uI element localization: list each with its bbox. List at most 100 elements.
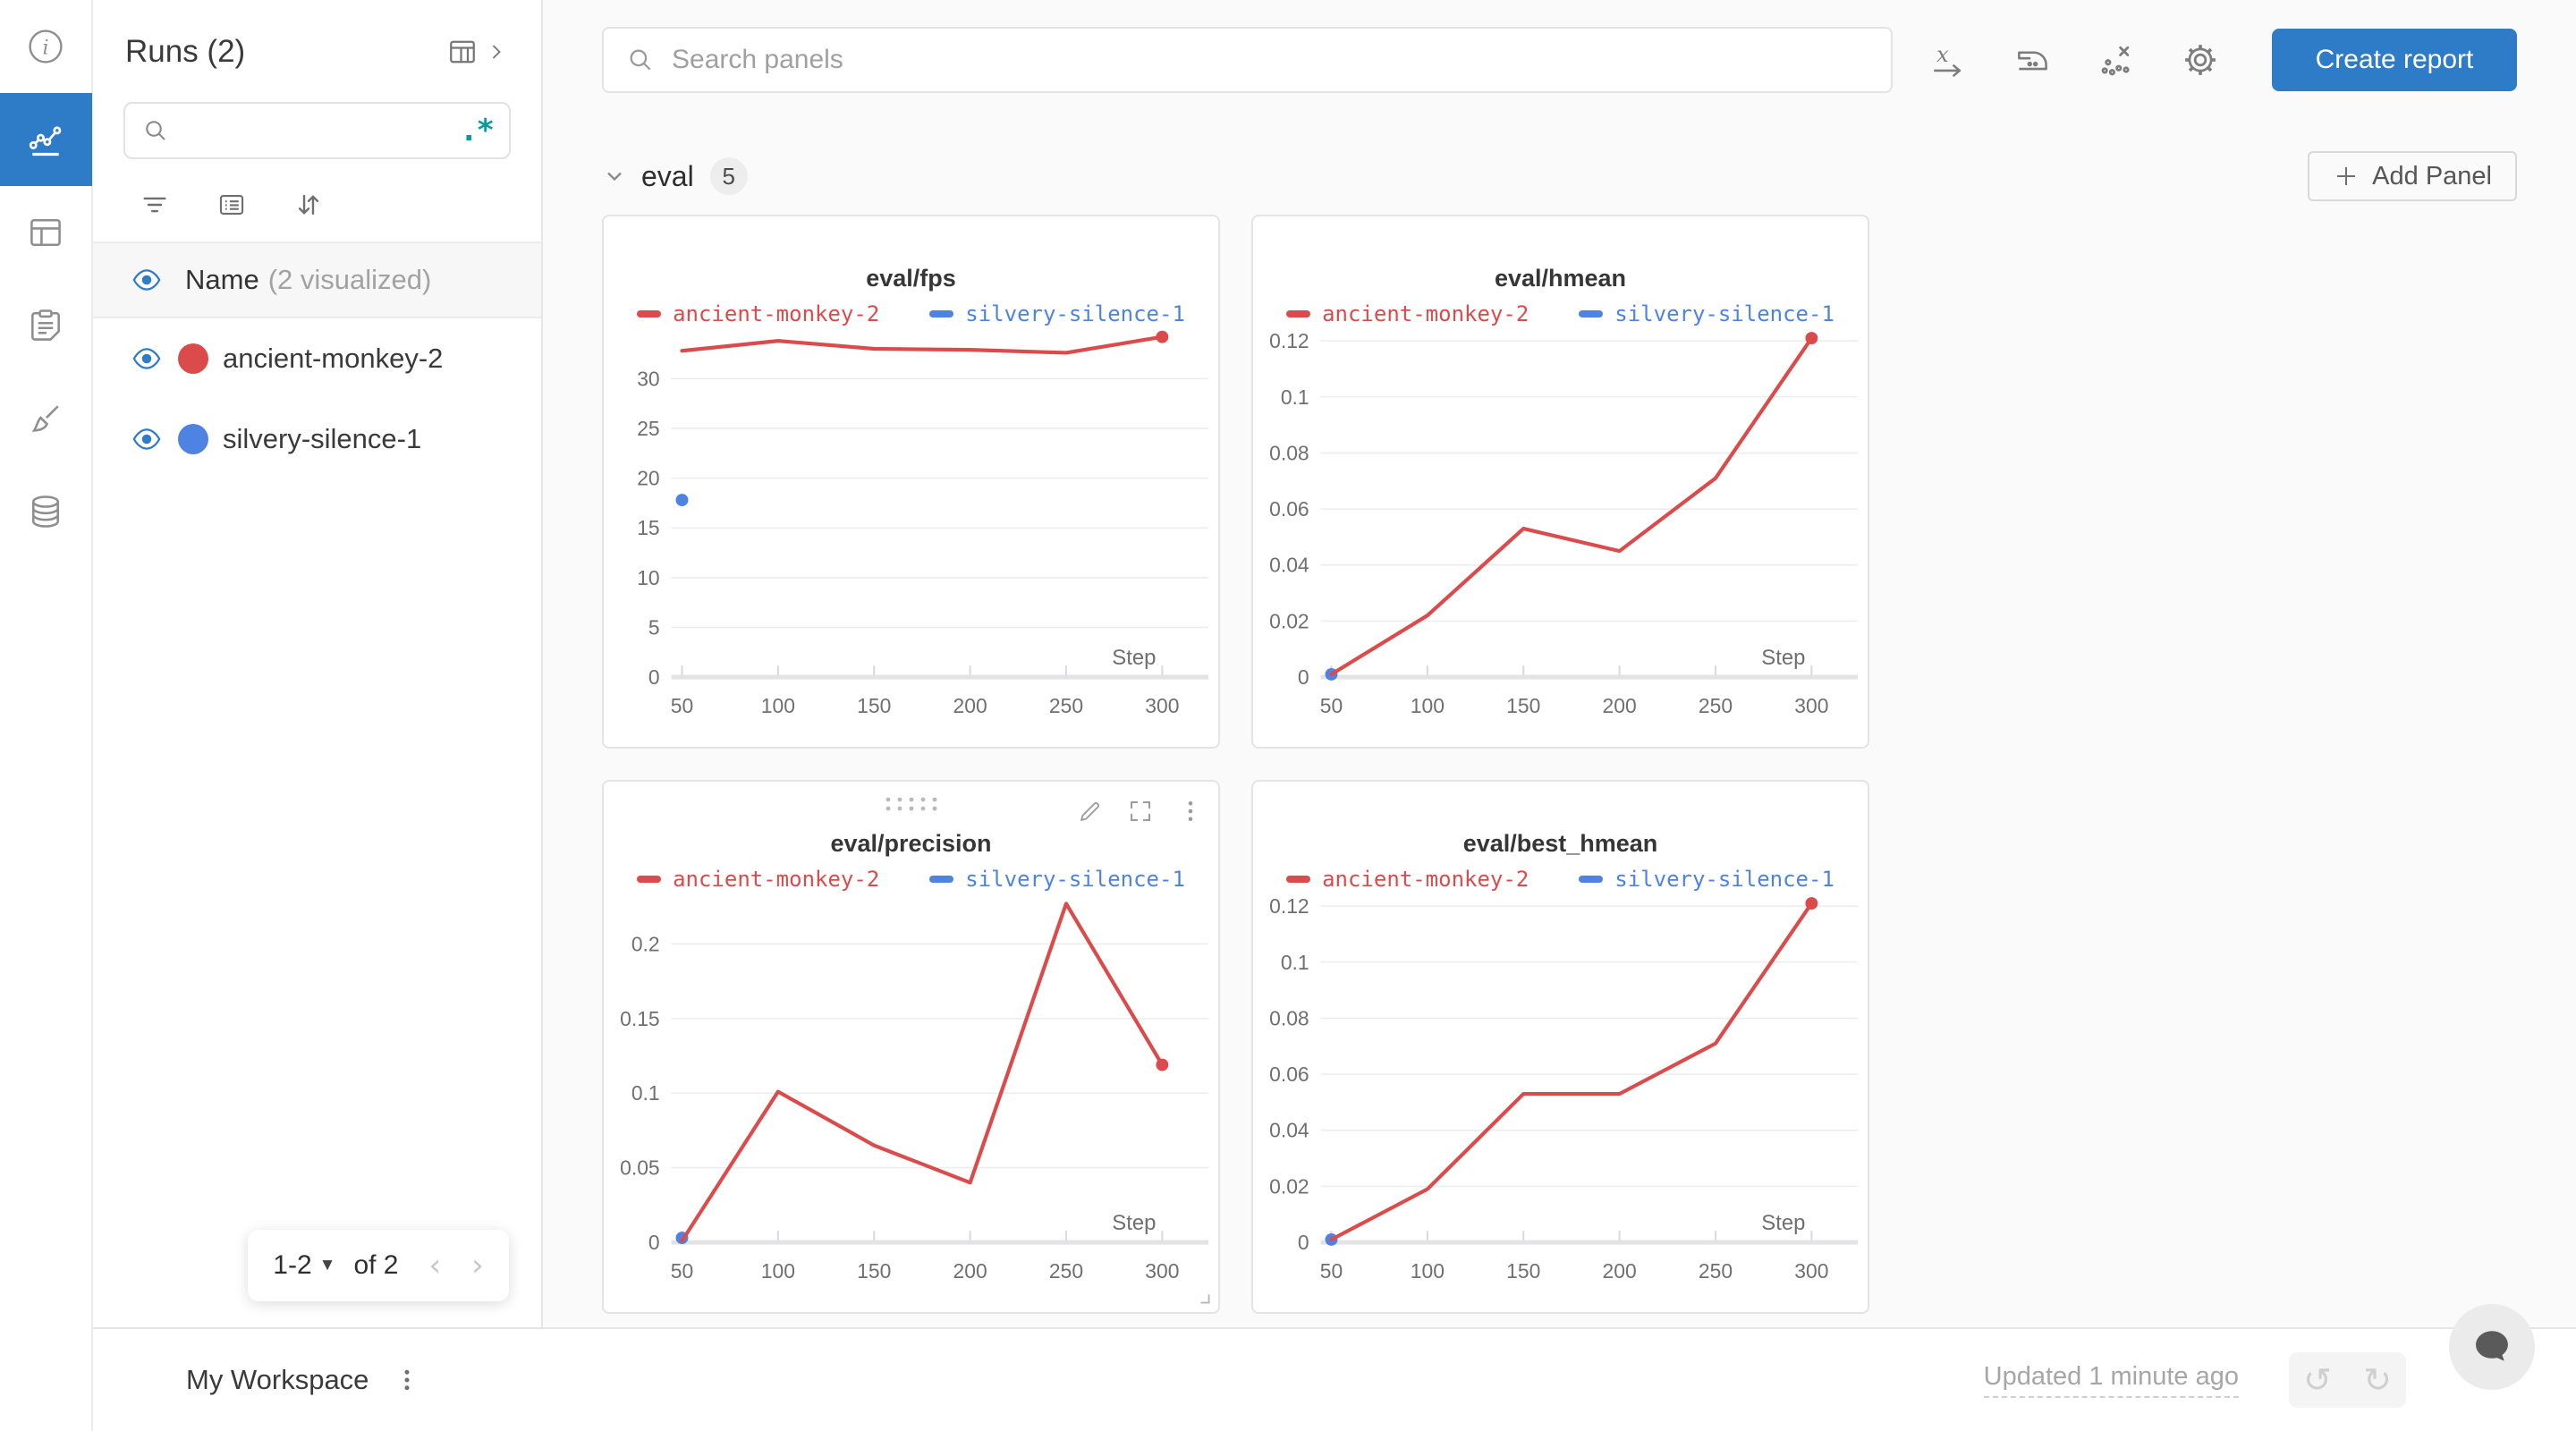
runs-column-name: Name — [185, 264, 259, 295]
chart-panel: eval/best_hmean ancient-monkey-2 silvery-… — [1251, 780, 1869, 1314]
svg-text:0.1: 0.1 — [631, 1081, 660, 1105]
rail-item-overview[interactable]: i — [0, 0, 92, 93]
svg-text:200: 200 — [1603, 694, 1637, 717]
section-title[interactable]: eval — [641, 159, 694, 192]
panel-title: eval/precision — [830, 830, 992, 857]
run-visibility-eye-icon[interactable] — [131, 343, 162, 374]
runs-table-icon[interactable] — [446, 36, 479, 68]
panel-legend: ancient-monkey-2 silvery-silence-1 — [1253, 301, 1868, 326]
filter-icon[interactable] — [140, 190, 170, 220]
section-collapse-chevron-icon[interactable] — [602, 164, 627, 189]
legend-run-name: ancient-monkey-2 — [1322, 301, 1530, 326]
resize-handle-icon[interactable] — [1195, 1289, 1215, 1308]
line-chart[interactable]: 0 0.02 0.04 0.06 0.08 0.1 0.12 50 100 150 200 250 30… — [1253, 891, 1868, 1316]
settings-gear-icon[interactable] — [2181, 40, 2220, 80]
svg-text:0.2: 0.2 — [631, 932, 660, 955]
rail-item-sweeps[interactable] — [0, 372, 92, 465]
pagination-next-icon[interactable]: › — [471, 1248, 484, 1283]
workspace-main: x — [543, 0, 2576, 1327]
workspace-title[interactable]: My Workspace — [186, 1364, 369, 1395]
legend-item[interactable]: silvery-silence-1 — [929, 301, 1185, 326]
legend-item[interactable]: ancient-monkey-2 — [1286, 301, 1529, 326]
legend-run-name: silvery-silence-1 — [965, 867, 1185, 892]
pagination-prev-icon[interactable]: ‹ — [428, 1248, 442, 1283]
info-icon: i — [29, 30, 63, 64]
svg-text:0.06: 0.06 — [1269, 497, 1309, 521]
rail-item-charts[interactable] — [0, 93, 92, 186]
svg-text:50: 50 — [1320, 1259, 1343, 1283]
group-list-icon[interactable] — [216, 190, 247, 220]
svg-text:30: 30 — [637, 367, 659, 390]
svg-text:0: 0 — [648, 665, 660, 689]
expand-sidebar-chevron-icon[interactable] — [484, 39, 509, 64]
undo-redo-group: ↺ ↻ — [2289, 1352, 2406, 1408]
legend-item[interactable]: silvery-silence-1 — [1579, 867, 1835, 892]
svg-text:15: 15 — [637, 516, 659, 539]
svg-text:250: 250 — [1049, 694, 1083, 717]
panel-menu-kebab-icon[interactable] — [1177, 798, 1204, 825]
panel-section-header: eval 5 Add Panel — [602, 150, 2517, 202]
runs-list: ancient-monkey-2 silvery-silence-1 — [93, 318, 541, 479]
line-chart[interactable]: 0 0.05 0.1 0.15 0.2 50 100 150 200 250 300 Step — [604, 891, 1218, 1316]
runs-title: Runs (2) — [125, 34, 246, 69]
rail-item-logs[interactable] — [0, 279, 92, 372]
sort-icon[interactable] — [293, 190, 324, 220]
outliers-icon[interactable] — [2097, 40, 2136, 80]
create-report-button[interactable]: Create report — [2272, 29, 2517, 91]
legend-swatch — [1286, 876, 1311, 883]
legend-swatch — [1579, 876, 1604, 883]
fullscreen-icon[interactable] — [1127, 798, 1154, 825]
svg-text:0: 0 — [1298, 1231, 1309, 1254]
add-panel-button[interactable]: Add Panel — [2308, 151, 2517, 201]
database-icon — [31, 495, 60, 528]
legend-item[interactable]: ancient-monkey-2 — [637, 867, 879, 892]
regex-toggle-icon[interactable]: .* — [460, 113, 495, 148]
search-icon — [146, 121, 165, 140]
legend-item[interactable]: silvery-silence-1 — [1579, 301, 1835, 326]
line-chart[interactable]: 0 0.02 0.04 0.06 0.08 0.1 0.12 50 100 150 200 250 30… — [1253, 326, 1868, 750]
legend-item[interactable]: ancient-monkey-2 — [637, 301, 879, 326]
line-chart[interactable]: 0 5 10 15 20 25 30 50 100 150 200 250 300 Step — [604, 326, 1218, 750]
legend-run-name: silvery-silence-1 — [1614, 301, 1835, 326]
visibility-eye-icon[interactable] — [131, 265, 162, 295]
run-row[interactable]: silvery-silence-1 — [93, 399, 541, 479]
svg-text:150: 150 — [1506, 1259, 1540, 1283]
run-name: silvery-silence-1 — [223, 423, 422, 454]
run-visibility-eye-icon[interactable] — [131, 424, 162, 454]
svg-text:150: 150 — [1506, 694, 1540, 717]
rail-item-table[interactable] — [0, 186, 92, 279]
panel-legend: ancient-monkey-2 silvery-silence-1 — [604, 301, 1218, 326]
rail-item-artifacts[interactable] — [0, 465, 92, 558]
updated-timestamp[interactable]: Updated 1 minute ago — [1983, 1362, 2239, 1398]
runs-pagination: 1-2 ▼ of 2 ‹ › — [248, 1230, 509, 1301]
workspace-menu-kebab-icon[interactable] — [394, 1367, 420, 1393]
run-name: ancient-monkey-2 — [223, 343, 444, 374]
runs-search-input[interactable] — [182, 115, 461, 146]
smoothing-iron-icon[interactable] — [2012, 40, 2052, 80]
legend-swatch — [637, 876, 662, 883]
svg-text:10: 10 — [637, 566, 659, 589]
legend-run-name: ancient-monkey-2 — [1322, 867, 1530, 892]
pagination-range[interactable]: 1-2 — [273, 1250, 312, 1280]
run-row[interactable]: ancient-monkey-2 — [93, 318, 541, 399]
svg-text:300: 300 — [1794, 1259, 1828, 1283]
x-axis-settings-icon[interactable]: x — [1928, 40, 1968, 80]
panel-title: eval/best_hmean — [1462, 830, 1658, 857]
edit-panel-pencil-icon[interactable] — [1077, 798, 1104, 825]
svg-text:0.04: 0.04 — [1269, 554, 1309, 577]
panel-legend: ancient-monkey-2 silvery-silence-1 — [604, 867, 1218, 892]
svg-text:0.1: 0.1 — [1281, 385, 1309, 409]
svg-text:0.1: 0.1 — [1281, 951, 1309, 974]
svg-text:50: 50 — [1320, 694, 1343, 717]
panel-search-input[interactable] — [672, 45, 1869, 75]
legend-item[interactable]: ancient-monkey-2 — [1286, 867, 1529, 892]
svg-text:250: 250 — [1699, 694, 1733, 717]
drag-handle-icon[interactable] — [883, 796, 940, 812]
svg-text:150: 150 — [857, 1259, 891, 1283]
help-chat-button[interactable] — [2449, 1304, 2535, 1390]
left-icon-rail: i — [0, 0, 93, 1431]
redo-button[interactable]: ↻ — [2349, 1352, 2406, 1408]
legend-item[interactable]: silvery-silence-1 — [929, 867, 1185, 892]
undo-button[interactable]: ↺ — [2289, 1352, 2346, 1408]
chart-panel: eval/fps ancient-monkey-2 silvery-silence… — [602, 215, 1220, 749]
